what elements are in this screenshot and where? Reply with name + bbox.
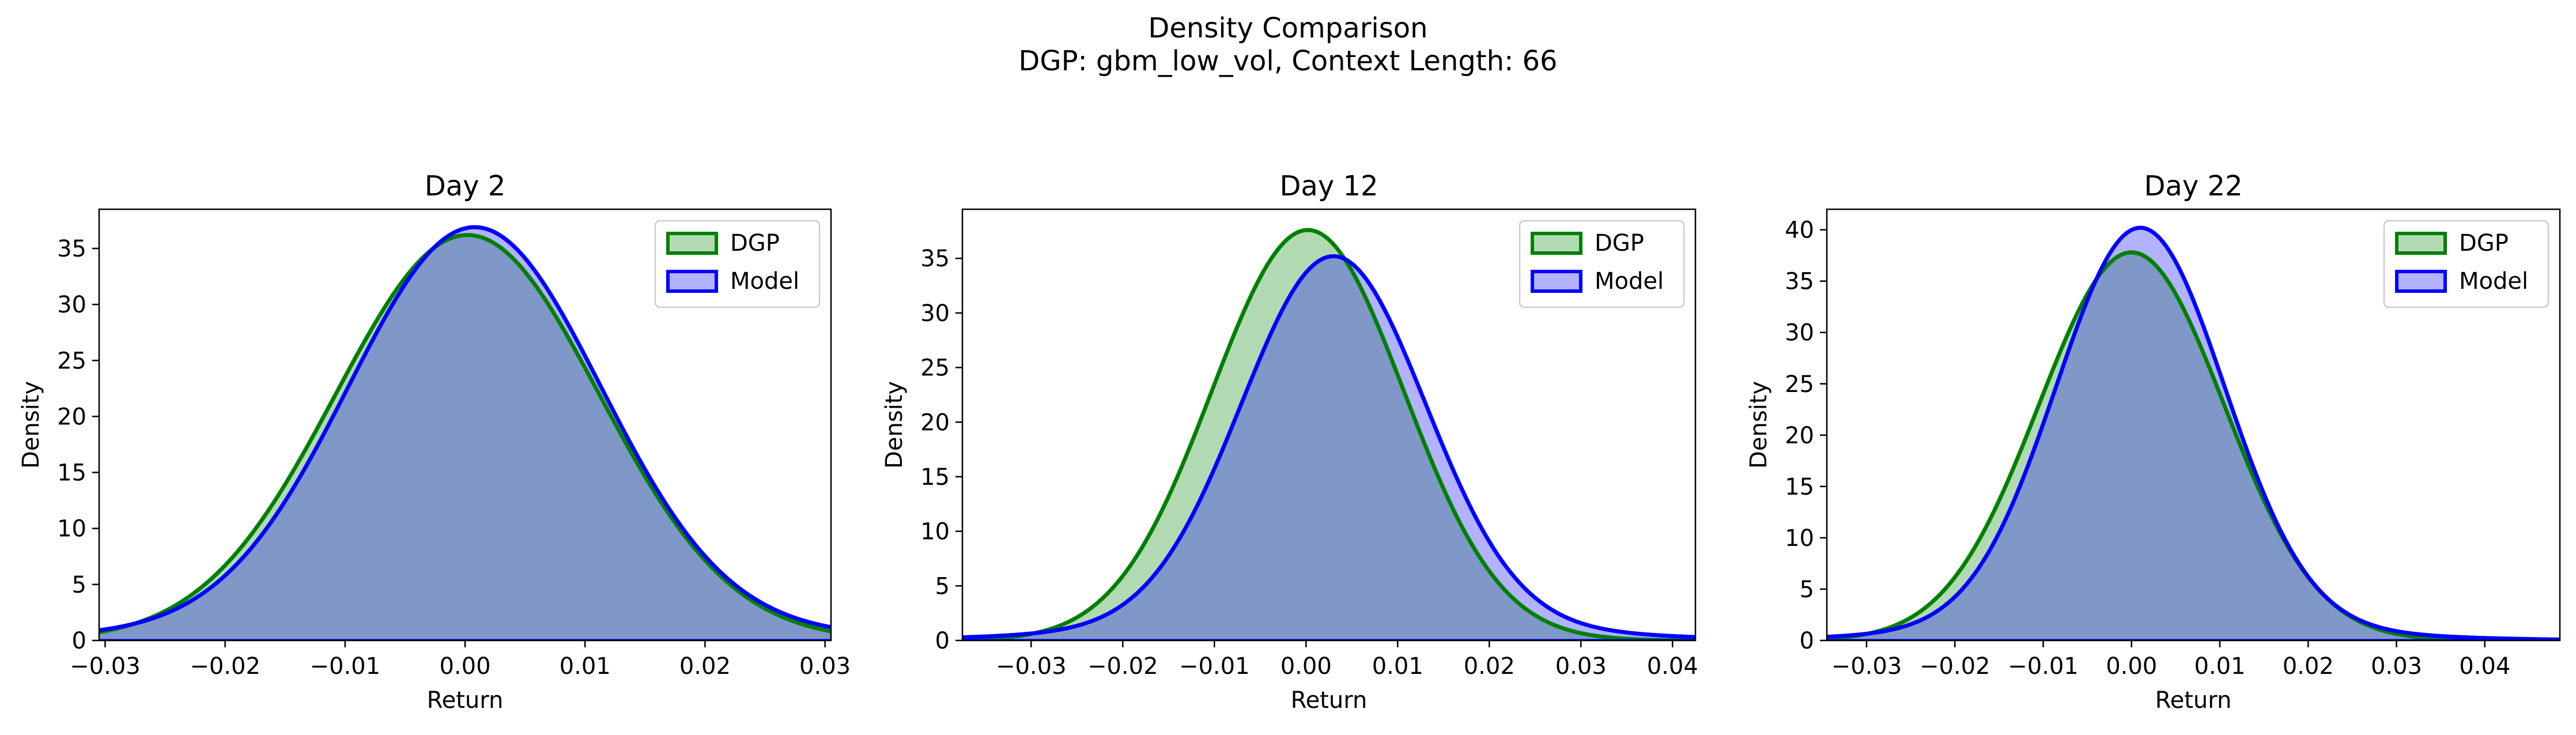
legend-label-model: Model: [2459, 268, 2528, 295]
x-tick-label: 0.03: [2371, 653, 2422, 680]
x-tick-label: 0.00: [1281, 653, 1332, 680]
y-axis-label: Density: [881, 381, 908, 469]
x-tick-label: −0.03: [70, 653, 141, 680]
y-tick-label: 0: [1800, 628, 1814, 654]
y-tick-label: 30: [57, 292, 86, 318]
y-tick-label: 15: [1785, 474, 1814, 500]
y-tick-label: 5: [935, 573, 950, 600]
x-tick-label: 0.03: [1555, 653, 1607, 680]
legend-swatch-model: [666, 270, 718, 293]
y-tick-label: 0: [935, 628, 950, 654]
x-tick-label: −0.01: [1179, 653, 1250, 680]
y-tick-label: 25: [920, 355, 950, 382]
y-tick-label: 35: [57, 236, 86, 262]
panel-title: Day 12: [1279, 170, 1378, 202]
x-axis-label: Return: [2155, 687, 2232, 714]
legend-swatch-dgp: [2395, 232, 2447, 255]
x-tick-label: 0.02: [2283, 653, 2334, 680]
y-tick-label: 25: [57, 348, 86, 374]
panel-1: −0.03 −0.02 −0.01 0.00 0.01 0.02 0.03 0 5 10 15 20 2…: [18, 170, 851, 714]
x-tick-label: 0.02: [679, 653, 731, 680]
model-density-line: [99, 225, 831, 632]
dgp-density-line: [99, 233, 831, 635]
y-tick-label: 10: [57, 516, 86, 542]
x-axis-label: Return: [1291, 687, 1368, 714]
density-overlap-fill: [1827, 252, 2560, 640]
x-tick-label: −0.01: [2008, 653, 2079, 680]
model-density-line: [962, 254, 1695, 640]
panel-3: −0.03 −0.02 −0.01 0.00 0.01 0.02 0.03 0.04 0 5 10 1…: [1746, 170, 2561, 714]
plot-area: [962, 228, 1695, 640]
y-tick-label: 40: [1785, 217, 1814, 244]
legend-swatch-model: [1531, 270, 1582, 293]
y-tick-label: 35: [920, 246, 950, 272]
plot-area: [1827, 225, 2560, 640]
y-tick-label: 35: [1785, 269, 1814, 295]
x-tick-label: 0.04: [2459, 653, 2510, 680]
y-axis-label: Density: [18, 381, 44, 469]
y-tick-label: 20: [57, 404, 86, 430]
y-tick-label: 15: [920, 464, 950, 491]
x-tick-label: 0.02: [1464, 653, 1515, 680]
y-tick-label: 20: [920, 409, 950, 436]
y-tick-label: 10: [1785, 525, 1814, 552]
y-tick-label: 30: [1785, 320, 1814, 346]
y-tick-label: 30: [920, 300, 950, 327]
density-overlap-fill: [99, 235, 831, 640]
panel-title: Day 22: [2144, 170, 2242, 202]
density-overlap-fill: [962, 256, 1695, 640]
y-tick-label: 5: [1800, 576, 1814, 603]
x-tick-label: −0.03: [1831, 653, 1902, 680]
x-tick-label: 0.00: [2106, 653, 2157, 680]
x-tick-label: 0.01: [1372, 653, 1423, 680]
legend-swatch-model: [2395, 270, 2447, 293]
legend: DGP Model: [654, 220, 821, 308]
legend-label-dgp: DGP: [1595, 230, 1644, 257]
y-axis-label: Density: [1746, 381, 1772, 469]
plot-area: [99, 225, 831, 640]
x-tick-label: 0.03: [799, 653, 851, 680]
x-tick-label: −0.02: [1087, 653, 1158, 680]
legend: DGP Model: [1519, 220, 1685, 308]
legend-label-dgp: DGP: [730, 230, 780, 257]
x-tick-label: −0.02: [1920, 653, 1990, 680]
legend-swatch-dgp: [666, 232, 718, 255]
legend-label-dgp: DGP: [2459, 230, 2509, 257]
y-tick-label: 5: [72, 572, 86, 598]
x-tick-label: −0.01: [310, 653, 381, 680]
legend-label-model: Model: [730, 268, 799, 295]
x-tick-label: 0.04: [1647, 653, 1698, 680]
y-tick-label: 0: [72, 628, 86, 654]
y-tick-label: 10: [920, 519, 950, 545]
x-axis-label: Return: [427, 687, 504, 714]
model-density-line: [1827, 225, 2560, 640]
y-tick-label: 15: [57, 460, 86, 487]
y-tick-label: 25: [1785, 371, 1814, 398]
x-tick-label: 0.01: [2194, 653, 2245, 680]
x-tick-label: 0.01: [560, 653, 611, 680]
dgp-density-line: [962, 228, 1695, 640]
legend-label-model: Model: [1595, 268, 1664, 295]
x-tick-label: −0.03: [996, 653, 1067, 680]
panel-title: Day 2: [425, 170, 506, 202]
panel-2: −0.03 −0.02 −0.01 0.00 0.01 0.02 0.03 0.04 0 5 10 1…: [881, 170, 1698, 714]
x-tick-label: −0.02: [190, 653, 260, 680]
legend: DGP Model: [2383, 220, 2549, 308]
legend-swatch-dgp: [1531, 232, 1582, 255]
figure-title: Density Comparison: [1148, 12, 1427, 44]
x-tick-label: 0.00: [439, 653, 490, 680]
y-tick-label: 20: [1785, 423, 1814, 449]
axes-frame: [961, 208, 1697, 642]
figure-subtitle: DGP: gbm_low_vol, Context Length: 66: [1018, 45, 1557, 77]
axes-frame: [1826, 208, 2561, 642]
